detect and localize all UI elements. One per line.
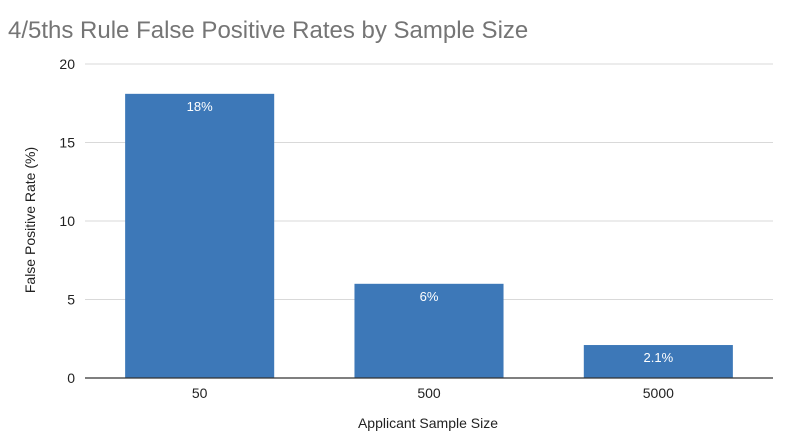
- y-axis-title: False Positive Rate (%): [22, 147, 38, 293]
- x-axis-title: Applicant Sample Size: [358, 415, 498, 431]
- y-axis-ticks: 0 5 10 15 20: [59, 56, 75, 386]
- bars: [125, 93, 733, 378]
- x-tick-label: 50: [192, 385, 208, 401]
- data-label: 18%: [187, 99, 213, 114]
- x-axis-ticks: 50 500 5000: [192, 385, 674, 401]
- bar: [125, 93, 275, 378]
- y-tick-label: 5: [67, 292, 75, 308]
- chart-title: 4/5ths Rule False Positive Rates by Samp…: [8, 17, 528, 44]
- y-tick-label: 0: [67, 370, 75, 386]
- x-tick-label: 5000: [643, 385, 674, 401]
- y-tick-label: 15: [59, 135, 75, 151]
- y-tick-label: 10: [59, 213, 75, 229]
- data-label: 6%: [420, 289, 439, 304]
- bar: [354, 283, 504, 378]
- data-label: 2.1%: [644, 350, 674, 365]
- y-tick-label: 20: [59, 56, 75, 72]
- bar: [583, 345, 733, 378]
- x-tick-label: 500: [417, 385, 441, 401]
- data-labels: 18% 6% 2.1%: [187, 99, 674, 365]
